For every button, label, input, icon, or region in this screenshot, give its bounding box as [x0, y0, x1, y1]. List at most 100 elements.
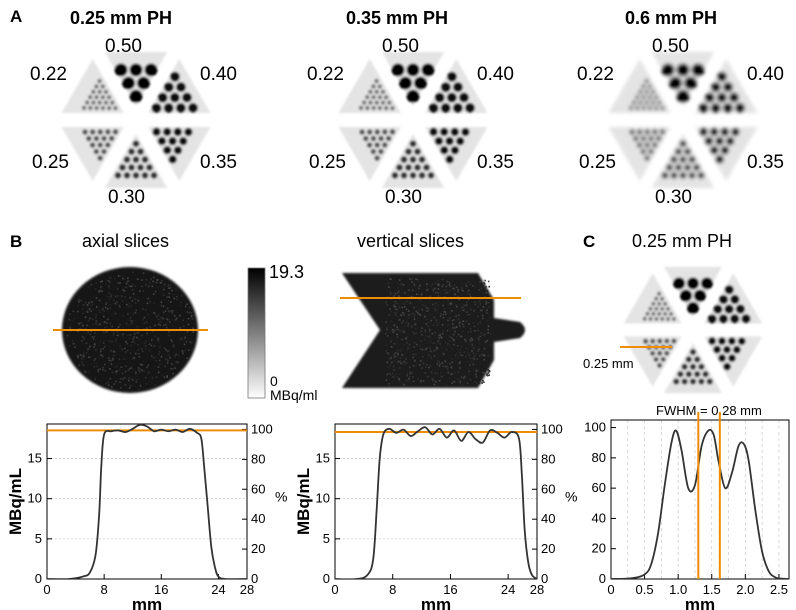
- axial-slice-image: [53, 267, 208, 393]
- y-axis-label: MBq/mL: [294, 468, 313, 535]
- x-tick-label: 28: [240, 582, 254, 597]
- vertical-slice-image: [340, 273, 525, 388]
- y2-tick-label: 0: [541, 571, 548, 586]
- y2-axis-label: %: [275, 489, 287, 505]
- hole-size-upper-left: 0.22: [577, 64, 614, 85]
- hole-size-top: 0.50: [382, 36, 419, 57]
- colorbar-unit: MBq/ml: [270, 387, 317, 403]
- hole-size-upper-left: 0.22: [30, 64, 67, 85]
- y-tick-label: 0: [599, 571, 606, 586]
- phantom-image-035: 0.35 mm PH 0.50 0.40 0.35 0.30 0.25 0.22: [307, 8, 514, 208]
- x-tick-label: 0: [607, 582, 614, 597]
- x-tick-label: 1.0: [669, 582, 687, 597]
- hole-size-upper-right: 0.40: [477, 64, 514, 85]
- panel-label-b: B: [10, 232, 22, 251]
- profile-curve: [47, 424, 247, 579]
- y-tick-label: 15: [316, 451, 330, 466]
- y2-tick-label: 20: [541, 541, 555, 556]
- x-axis-label: mm: [132, 595, 162, 610]
- phantom-title-035: 0.35 mm PH: [346, 8, 448, 28]
- y-axis-label: MBq/mL: [6, 468, 25, 535]
- hole-size-lower-right: 0.35: [747, 152, 784, 173]
- hole-size-upper-right: 0.40: [200, 64, 237, 85]
- plot-frame: [46, 423, 248, 580]
- fwhm-profile-plot: 0 0.5 1.0 1.5 2.0 2.5 0 20 40 60 80 100 mm: [584, 412, 790, 610]
- phantom-title-025: 0.25 mm PH: [70, 8, 172, 28]
- y2-tick-label: 80: [251, 451, 265, 466]
- y-tick-label: 100: [584, 420, 606, 435]
- y-tick-label: 15: [28, 451, 42, 466]
- y-tick-label: 40: [592, 510, 606, 525]
- x-tick-label: 24: [211, 582, 225, 597]
- hole-size-upper-right: 0.40: [747, 64, 784, 85]
- y2-tick-label: 60: [251, 481, 265, 496]
- hole-size-upper-left: 0.22: [307, 64, 344, 85]
- colorbar: 19.3 0 MBq/ml: [247, 262, 317, 403]
- hole-size-bottom: 0.30: [385, 187, 422, 208]
- y-tick-label: 60: [592, 480, 606, 495]
- colorbar-min: 0: [270, 373, 278, 389]
- sector-size-label: 0.25 mm: [583, 356, 634, 371]
- x-axis-label: mm: [421, 595, 451, 610]
- x-tick-label: 2.0: [736, 582, 754, 597]
- panel-label-c: C: [583, 232, 595, 251]
- y-tick-label: 0: [323, 571, 330, 586]
- x-tick-label: 0: [43, 582, 50, 597]
- phantom-image-c: [620, 266, 763, 394]
- hole-size-lower-left: 0.25: [32, 152, 69, 173]
- y-tick-label: 10: [316, 491, 330, 506]
- y-tick-label: 80: [592, 450, 606, 465]
- plot-frame: [334, 423, 538, 580]
- y2-tick-label: 60: [541, 481, 555, 496]
- hole-size-lower-left: 0.25: [309, 152, 346, 173]
- hole-size-bottom: 0.30: [655, 187, 692, 208]
- y2-tick-label: 100: [251, 421, 273, 436]
- hole-size-lower-left: 0.25: [579, 152, 616, 173]
- y-tick-label: 5: [323, 531, 330, 546]
- y2-axis-label: %: [565, 489, 577, 505]
- phantom-image-06: 0.6 mm PH 0.50 0.40 0.35 0.30 0.25 0.22: [577, 8, 784, 208]
- profile-curve: [611, 428, 789, 579]
- y-tick-label: 0: [35, 571, 42, 586]
- x-tick-label: 0: [331, 582, 338, 597]
- x-tick-label: 28: [530, 582, 544, 597]
- fwhm-label: FWHM = 0.28 mm: [656, 403, 762, 418]
- x-tick-label: 24: [501, 582, 515, 597]
- x-tick-label: 16: [443, 582, 457, 597]
- x-axis-label: mm: [685, 595, 715, 610]
- profile-curve: [335, 426, 537, 579]
- panel-label-a: A: [10, 7, 22, 26]
- y2-tick-label: 100: [541, 421, 563, 436]
- y-tick-label: 5: [35, 531, 42, 546]
- vertical-slices-title: vertical slices: [357, 231, 464, 251]
- y-tick-label: 20: [592, 541, 606, 556]
- y2-tick-label: 80: [541, 451, 555, 466]
- y2-tick-label: 40: [251, 511, 265, 526]
- y2-tick-label: 0: [251, 571, 258, 586]
- hole-size-lower-right: 0.35: [477, 152, 514, 173]
- y2-tick-label: 40: [541, 511, 555, 526]
- grid: [627, 420, 780, 579]
- y-tick-label: 10: [28, 491, 42, 506]
- x-tick-label: 2.5: [770, 582, 788, 597]
- hole-size-lower-right: 0.35: [200, 152, 237, 173]
- grid: [335, 458, 537, 540]
- x-tick-label: 8: [101, 582, 108, 597]
- axial-slices-title: axial slices: [82, 231, 169, 251]
- x-tick-label: 1.5: [703, 582, 721, 597]
- hole-size-top: 0.50: [105, 36, 142, 57]
- phantom-title-06: 0.6 mm PH: [625, 8, 717, 28]
- colorbar-max: 19.3: [269, 262, 304, 282]
- x-tick-label: 16: [154, 582, 168, 597]
- grid: [47, 458, 247, 540]
- plot-frame: [610, 419, 790, 580]
- hole-size-top: 0.50: [652, 36, 689, 57]
- y2-tick-label: 20: [251, 541, 265, 556]
- x-tick-label: 0.5: [636, 582, 654, 597]
- phantom-image-025: 0.25 mm PH 0.50 0.40 0.35 0.30 0.25 0.22: [30, 8, 237, 208]
- x-tick-label: 8: [389, 582, 396, 597]
- panel-c-title: 0.25 mm PH: [632, 231, 732, 251]
